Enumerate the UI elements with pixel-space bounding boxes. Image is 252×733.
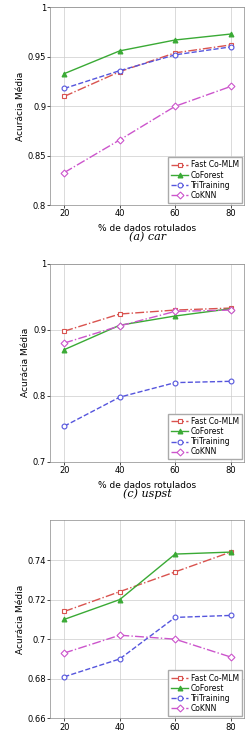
Legend: Fast Co-MLM, CoForest, TriTraining, CoKNN: Fast Co-MLM, CoForest, TriTraining, CoKN…	[168, 671, 242, 716]
X-axis label: % de dados rotulados: % de dados rotulados	[98, 481, 197, 490]
Text: (a) car: (a) car	[129, 232, 166, 242]
X-axis label: % de dados rotulados: % de dados rotulados	[98, 224, 197, 233]
Y-axis label: Acurácia Média: Acurácia Média	[16, 72, 25, 141]
Y-axis label: Acurácia Média: Acurácia Média	[21, 328, 30, 397]
Legend: Fast Co-MLM, CoForest, TriTraining, CoKNN: Fast Co-MLM, CoForest, TriTraining, CoKN…	[168, 158, 242, 203]
Y-axis label: Acurácia Média: Acurácia Média	[16, 585, 25, 654]
Legend: Fast Co-MLM, CoForest, TriTraining, CoKNN: Fast Co-MLM, CoForest, TriTraining, CoKN…	[168, 414, 242, 460]
Text: (c) uspst: (c) uspst	[123, 488, 172, 498]
